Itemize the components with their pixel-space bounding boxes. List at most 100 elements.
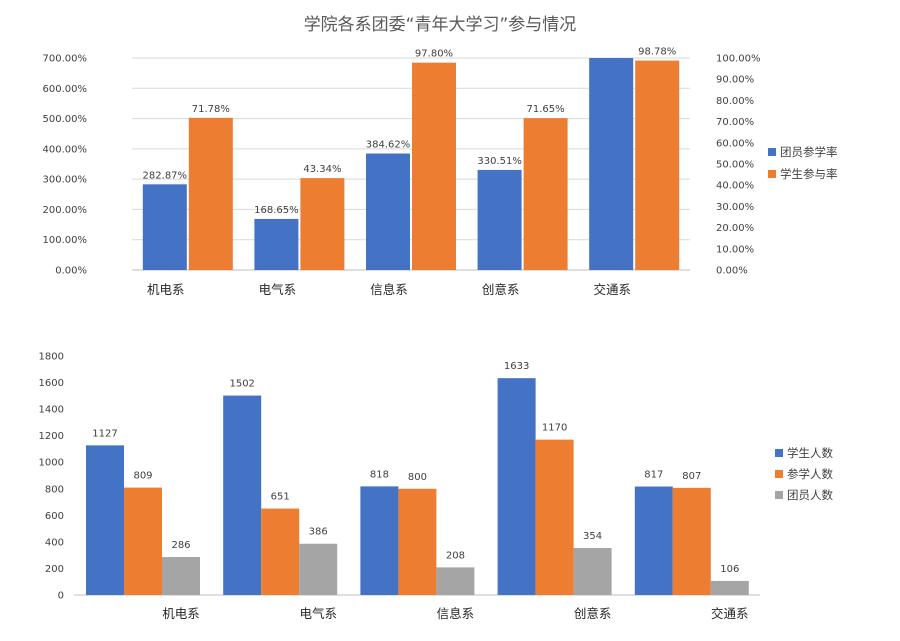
chart-2-category-label: 交通系	[711, 606, 749, 621]
chart-1-y-right-tick-label: 0.00%	[716, 266, 748, 277]
chart-1-bar-student-rate	[412, 62, 456, 270]
chart-2-bar-league-members	[710, 580, 749, 595]
chart-1-legend-swatch	[768, 148, 776, 156]
chart-1-bar-student-rate	[188, 117, 233, 270]
chart-1-title: 学院各系团委“青年大学习”参与情况	[304, 15, 577, 35]
chart-1-data-label: 43.34%	[303, 164, 341, 175]
chart-1-category-label: 信息系	[370, 282, 408, 297]
chart-2-category-label: 创意系	[574, 606, 612, 621]
chart-2-y-axis: 0 200 400 600 800 1000 1200 1400 1600 1800	[39, 352, 64, 602]
chart-2-category-label: 电气系	[299, 606, 337, 621]
chart-2-bar-students	[360, 486, 399, 595]
chart-1-bar-league-rate	[254, 218, 299, 270]
chart-2-y-tick-label: 1000	[39, 458, 64, 469]
chart-1-y-left-tick-label: 0.00%	[55, 266, 87, 277]
chart-2-y-tick-label: 1400	[39, 405, 64, 416]
chart-1-legend-swatch	[768, 170, 776, 178]
chart-1-y-right-tick-label: 10.00%	[716, 244, 754, 255]
chart-2-bar-participants	[535, 439, 574, 595]
chart-2-bar-participants	[672, 487, 711, 595]
chart-2-bar-participants	[398, 488, 437, 595]
chart-1-y-right-tick-label: 100.00%	[716, 54, 761, 65]
chart-2-data-label: 354	[583, 531, 602, 542]
chart-1-data-label: 330.51%	[477, 156, 522, 167]
chart-2-y-tick-label: 200	[45, 564, 64, 575]
chart-1-category-label: 交通系	[593, 282, 631, 297]
chart-2-data-label: 1127	[92, 428, 117, 439]
chart-1-bar-student-rate	[300, 178, 345, 270]
chart-2-data-label: 800	[408, 472, 427, 483]
chart-2-legend-label: 团员人数	[787, 488, 833, 502]
chart-2-bar-league-members	[299, 543, 338, 595]
chart-2-data-label: 1170	[542, 423, 567, 434]
chart-1-bars	[142, 58, 680, 271]
chart-2-legend-label: 参学人数	[787, 467, 833, 481]
chart-2-y-tick-label: 0	[58, 591, 64, 602]
chart-2-data-label: 1633	[504, 361, 529, 372]
chart-1-y-left-tick-label: 300.00%	[43, 175, 88, 186]
chart-1-legend-label: 团员参学率	[780, 145, 838, 159]
chart-1-y-left-tick-label: 400.00%	[43, 144, 88, 155]
chart-1-y-right-tick-label: 70.00%	[716, 117, 754, 128]
chart-2-data-label: 106	[720, 564, 739, 575]
chart-1-data-label: 168.65%	[254, 205, 299, 216]
chart-2-data-label: 1502	[229, 379, 254, 390]
chart-1-y-left-tick-label: 500.00%	[43, 114, 88, 125]
chart-2-y-tick-label: 800	[45, 484, 64, 495]
chart-1-y-left-tick-label: 700.00%	[43, 54, 88, 65]
chart-2-y-tick-label: 1600	[39, 378, 64, 389]
chart-1-y-right-tick-label: 60.00%	[716, 138, 754, 149]
chart-1-bar-league-rate	[366, 153, 410, 270]
chart-1-y-right-tick-label: 40.00%	[716, 181, 754, 192]
chart-1-bar-league-rate	[589, 58, 634, 270]
chart-2-bar-students	[497, 378, 536, 595]
chart-1-data-label: 98.78%	[638, 47, 676, 58]
chart-1-bar-league-rate	[477, 169, 522, 270]
chart-2-bars	[86, 378, 749, 595]
chart-1-data-label: 282.87%	[143, 170, 188, 181]
chart-1-data-labels: 282.87% 71.78% 168.65% 43.34% 384.62% 97.80% 3…	[143, 47, 677, 216]
chart-1-bar-student-rate	[523, 118, 568, 271]
chart-2-data-label: 809	[133, 471, 152, 482]
chart-1-bar-student-rate	[635, 60, 680, 271]
chart-2-bar-students	[223, 395, 262, 595]
chart-1-y-right-tick-label: 80.00%	[716, 96, 754, 107]
chart-2-bar-league-members	[436, 567, 475, 595]
chart-2-bar-league-members	[162, 557, 200, 595]
chart-1-y-left-tick-label: 100.00%	[43, 235, 88, 246]
chart-2-data-label: 651	[271, 492, 290, 503]
chart-2-data-label: 286	[171, 540, 190, 551]
chart-2-data-labels: 1127 809 286 1502 651 386 818 800 208 1633 1170 354…	[92, 361, 739, 575]
chart-2-y-tick-label: 400	[45, 537, 64, 548]
chart-1-data-label: 97.80%	[415, 49, 453, 60]
chart-1-legend-label: 学生参与率	[780, 167, 838, 181]
chart-2-y-tick-label: 600	[45, 511, 64, 522]
chart-2: 0 200 400 600 800 1000 1200 1400 1600 1800 1127 80…	[39, 352, 834, 622]
chart-2-data-label: 208	[446, 550, 465, 561]
chart-2-bar-students	[86, 445, 124, 595]
chart-1-category-label: 电气系	[259, 282, 297, 297]
chart-2-data-label: 818	[370, 469, 389, 480]
chart-1-bar-league-rate	[142, 184, 187, 270]
chart-2-category-label: 信息系	[437, 606, 475, 621]
chart-2-data-label: 807	[682, 471, 701, 482]
chart-2-legend-label: 学生人数	[787, 446, 833, 460]
chart-1-data-label: 71.78%	[192, 104, 230, 115]
chart-1-category-label: 机电系	[147, 282, 185, 297]
chart-2-x-axis: 机电系 电气系 信息系 创意系 交通系	[162, 606, 748, 621]
chart-1-y-right-tick-label: 30.00%	[716, 202, 754, 213]
chart-1-y-right-tick-label: 20.00%	[716, 223, 754, 234]
chart-2-legend-swatch	[775, 491, 783, 499]
chart-1-y-right-axis: 0.00% 10.00% 20.00% 30.00% 40.00% 50.00% 60.00…	[716, 54, 761, 277]
chart-1-y-left-tick-label: 200.00%	[43, 205, 88, 216]
chart-2-y-tick-label: 1800	[39, 352, 64, 363]
chart-2-legend-swatch	[775, 470, 783, 478]
chart-1-y-right-tick-label: 50.00%	[716, 160, 754, 171]
chart-1-data-label: 384.62%	[366, 140, 411, 151]
chart-2-bar-participants	[124, 487, 162, 595]
chart-1-x-axis: 机电系 电气系 信息系 创意系 交通系	[147, 282, 631, 297]
chart-1-y-left-axis: 0.00% 100.00% 200.00% 300.00% 400.00% 500.00%…	[43, 54, 88, 277]
